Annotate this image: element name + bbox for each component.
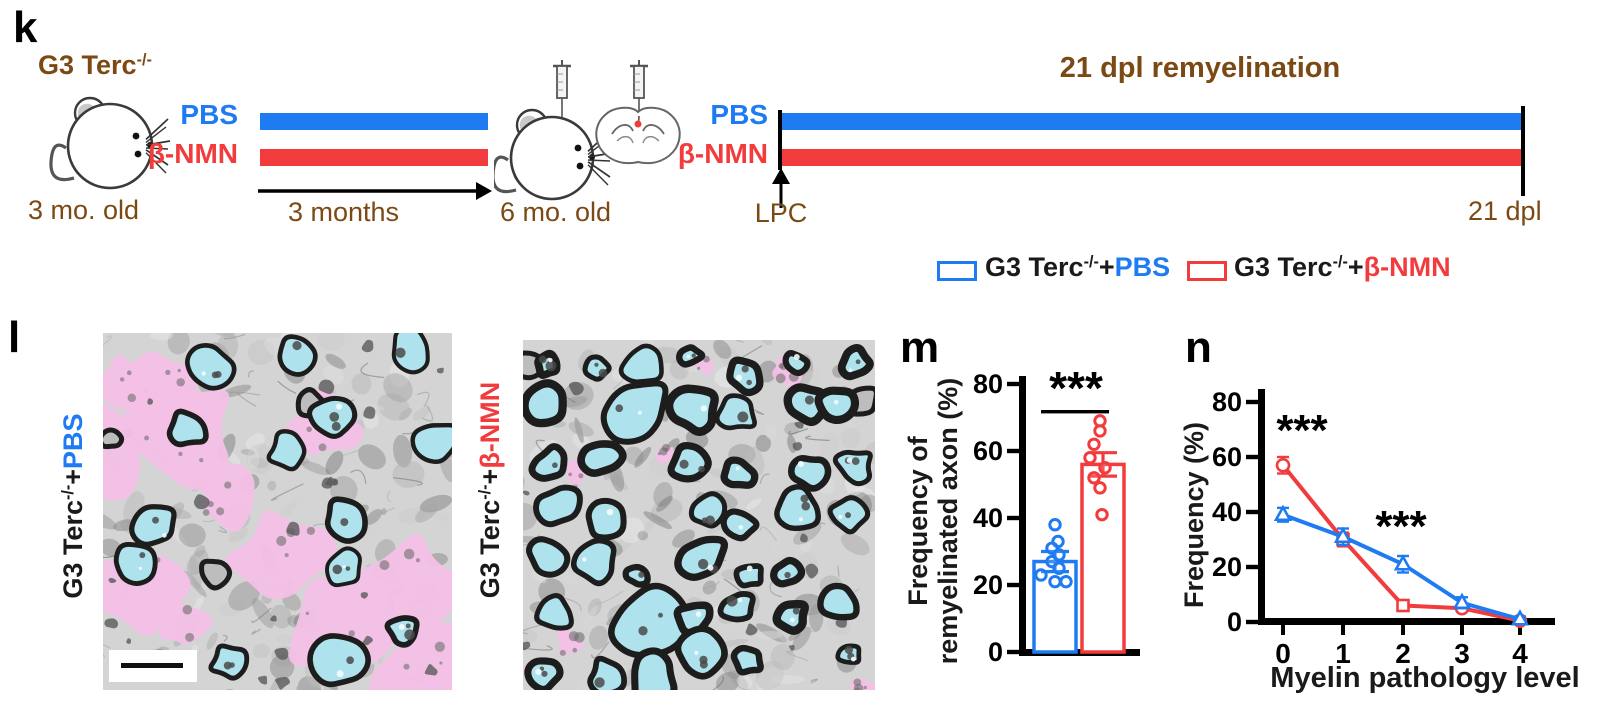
micrograph-2-side-label: G3 Terc-/-+β-NMN <box>475 381 505 599</box>
micrograph-1-side-label: G3 Terc-/-+PBS <box>58 413 88 599</box>
nmn-label-1: β-NMN <box>147 138 238 169</box>
mouse-1-illustration <box>49 96 171 190</box>
mouse-2-with-syringe-illustration <box>494 60 613 201</box>
svg-text:0: 0 <box>1227 607 1242 637</box>
panel-k-label: k <box>13 3 38 52</box>
nmn-label-2: β-NMN <box>677 138 768 169</box>
panel-l-label: l <box>8 313 21 362</box>
svg-text:0: 0 <box>1275 638 1291 669</box>
svg-text:40: 40 <box>973 503 1003 533</box>
panel-m-label: m <box>900 323 940 372</box>
brain-injection-illustration <box>595 60 681 165</box>
panel-n-label: n <box>1185 323 1212 372</box>
svg-text:3: 3 <box>1454 638 1470 669</box>
genotype-title: G3 Terc-/- <box>38 50 152 80</box>
nmn-timeline-bar-2 <box>782 149 1523 166</box>
end-dpl-label: 21 dpl <box>1468 196 1542 226</box>
svg-text:20: 20 <box>973 570 1003 600</box>
legend-swatch-pbs <box>937 261 977 281</box>
pbs-label-1: PBS <box>180 99 238 130</box>
svg-text:***: *** <box>1276 406 1328 455</box>
remyelination-title: 21 dpl remyelination <box>1059 52 1341 84</box>
legend-swatch-nmn <box>1187 261 1227 281</box>
pbs-label-2: PBS <box>710 99 768 130</box>
svg-text:40: 40 <box>1212 497 1242 527</box>
svg-text:60: 60 <box>1212 442 1242 472</box>
svg-text:80: 80 <box>1212 387 1242 417</box>
bar-chart-m: 0 20 40 60 80 *** <box>973 362 1140 667</box>
lpc-arrow <box>772 168 790 208</box>
start-age-label: 3 mo. old <box>28 195 140 225</box>
em-micrograph-nmn <box>523 340 875 690</box>
svg-text:1: 1 <box>1335 638 1351 669</box>
nmn-timeline-bar-1 <box>260 149 488 166</box>
legend-item-pbs: G3 Terc-/-+PBS <box>985 252 1171 282</box>
svg-text:60: 60 <box>973 436 1003 466</box>
duration-label: 3 months <box>288 197 400 227</box>
svg-text:4: 4 <box>1512 638 1528 669</box>
lpc-timepoint-line <box>778 110 782 170</box>
svg-text:0: 0 <box>988 637 1003 667</box>
pbs-timeline-bar-2 <box>782 113 1523 130</box>
lpc-label: LPC <box>754 198 808 228</box>
svg-text:80: 80 <box>973 369 1003 399</box>
line-chart-n: 0 20 40 60 80 0 1 2 3 4 *** *** <box>1212 387 1555 669</box>
end-timepoint-line <box>1521 106 1525 196</box>
line-chart-y-axis-label: Frequency (%) <box>1179 421 1209 609</box>
svg-text:2: 2 <box>1395 638 1411 669</box>
bar-chart-y-axis-label: Frequency of remyelinated axon (%) <box>903 377 963 665</box>
legend-item-nmn: G3 Terc-/-+β-NMN <box>1234 252 1451 282</box>
svg-text:20: 20 <box>1212 552 1242 582</box>
em-micrograph-pbs <box>103 333 452 690</box>
mid-age-label: 6 mo. old <box>500 197 612 227</box>
line-chart-x-axis-label: Myelin pathology level <box>1270 662 1580 694</box>
svg-text:***: *** <box>1049 362 1103 414</box>
duration-arrow <box>258 182 492 200</box>
svg-text:***: *** <box>1375 502 1427 551</box>
pbs-timeline-bar-1 <box>260 113 488 130</box>
